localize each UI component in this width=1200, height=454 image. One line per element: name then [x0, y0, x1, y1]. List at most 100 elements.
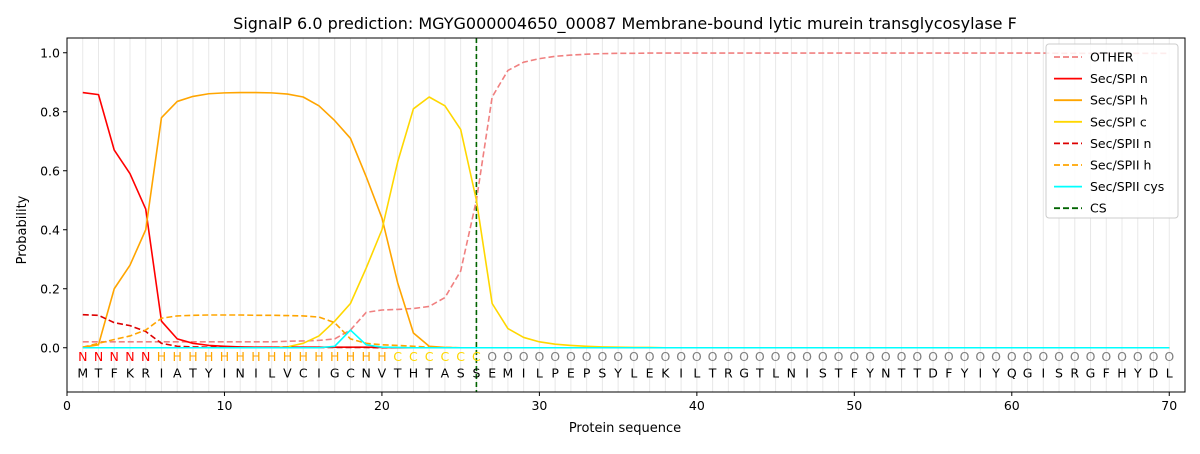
- residue-label: L: [536, 365, 543, 380]
- residue-label: S: [598, 365, 606, 380]
- residue-label: T: [424, 365, 433, 380]
- region-label: H: [188, 349, 197, 364]
- legend-label: Sec/SPI n: [1090, 71, 1148, 86]
- series-line-other: [82, 52, 1170, 343]
- region-label: C: [393, 349, 402, 364]
- y-tick-label: 1.0: [40, 45, 60, 60]
- region-label: O: [1038, 349, 1048, 364]
- residue-label: T: [897, 365, 906, 380]
- region-label: H: [157, 349, 166, 364]
- region-label: H: [204, 349, 213, 364]
- residue-label: M: [77, 365, 88, 380]
- region-label: O: [708, 349, 718, 364]
- region-label: O: [960, 349, 970, 364]
- region-label: O: [755, 349, 765, 364]
- residue-label: F: [851, 365, 858, 380]
- region-label: O: [582, 349, 592, 364]
- region-label: C: [425, 349, 434, 364]
- residue-label: T: [188, 365, 197, 380]
- region-label: O: [849, 349, 859, 364]
- residue-label: I: [805, 365, 809, 380]
- residue-label: N: [236, 365, 245, 380]
- region-label: O: [1164, 349, 1174, 364]
- region-label: O: [1117, 349, 1127, 364]
- region-label: O: [550, 349, 560, 364]
- region-label: O: [739, 349, 749, 364]
- residue-label: L: [630, 365, 637, 380]
- residue-label: L: [1166, 365, 1173, 380]
- region-label: H: [173, 349, 182, 364]
- series-lines: [82, 52, 1170, 349]
- region-label: H: [236, 349, 245, 364]
- residue-label: I: [254, 365, 258, 380]
- region-label: O: [645, 349, 655, 364]
- region-label: O: [1007, 349, 1017, 364]
- residue-label: E: [488, 365, 496, 380]
- series-line-sec-spi-c: [82, 96, 1170, 349]
- residue-label: Q: [1007, 365, 1017, 380]
- residue-label: T: [755, 365, 764, 380]
- x-tick-label: 40: [689, 398, 705, 413]
- chart-title: SignalP 6.0 prediction: MGYG000004650_00…: [233, 14, 1017, 34]
- residue-label: N: [787, 365, 796, 380]
- residue-label: H: [409, 365, 418, 380]
- region-label: O: [975, 349, 985, 364]
- legend-label: Sec/SPI h: [1090, 93, 1148, 108]
- region-label: O: [991, 349, 1001, 364]
- region-label: O: [944, 349, 954, 364]
- residue-label: Y: [960, 365, 969, 380]
- series-line-sec-spi-h: [82, 91, 1170, 349]
- x-tick-label: 30: [531, 398, 547, 413]
- legend-label: Sec/SPII n: [1090, 136, 1151, 151]
- region-label: O: [534, 349, 544, 364]
- residue-label: K: [126, 365, 135, 380]
- legend-label: Sec/SPII h: [1090, 158, 1151, 173]
- region-label: H: [361, 349, 370, 364]
- region-label: O: [566, 349, 576, 364]
- x-axis-ticks: 0 10 20 30 40 50 60 70: [63, 392, 1177, 413]
- residue-label: D: [928, 365, 938, 380]
- x-tick-label: 10: [217, 398, 233, 413]
- region-label: O: [1070, 349, 1080, 364]
- residue-label: L: [772, 365, 779, 380]
- region-label: O: [881, 349, 891, 364]
- region-label: O: [723, 349, 733, 364]
- series-line-sec-spii-n: [82, 313, 1170, 349]
- legend-label: Sec/SPI c: [1090, 114, 1147, 129]
- x-tick-label: 0: [63, 398, 71, 413]
- residue-label: T: [708, 365, 717, 380]
- residue-label: R: [141, 365, 150, 380]
- residue-label: P: [551, 365, 559, 380]
- residue-label: Y: [1133, 365, 1142, 380]
- region-label: O: [503, 349, 513, 364]
- residue-label: E: [646, 365, 654, 380]
- grid-lines: [82, 38, 1170, 392]
- region-label: N: [110, 349, 119, 364]
- residue-label: I: [160, 365, 164, 380]
- residue-label: V: [283, 365, 292, 380]
- x-tick-label: 50: [846, 398, 862, 413]
- region-label: H: [314, 349, 323, 364]
- series-line-sec-spi-n: [82, 91, 1170, 349]
- x-tick-label: 20: [374, 398, 390, 413]
- region-label: O: [1149, 349, 1159, 364]
- residue-label: A: [441, 365, 450, 380]
- region-label: C: [441, 349, 450, 364]
- region-label: H: [330, 349, 339, 364]
- residue-label: E: [567, 365, 575, 380]
- region-label: O: [692, 349, 702, 364]
- residue-label: T: [834, 365, 843, 380]
- residue-label: K: [661, 365, 670, 380]
- residue-label: G: [1023, 365, 1033, 380]
- residue-label: I: [223, 365, 227, 380]
- residue-label: F: [1103, 365, 1110, 380]
- legend-label: OTHER: [1090, 50, 1134, 65]
- region-label: O: [834, 349, 844, 364]
- region-label: O: [597, 349, 607, 364]
- residue-label: T: [912, 365, 921, 380]
- residue-label: G: [1086, 365, 1096, 380]
- region-label: N: [141, 349, 150, 364]
- region-label: H: [346, 349, 355, 364]
- x-tick-label: 70: [1161, 398, 1177, 413]
- region-label: H: [298, 349, 307, 364]
